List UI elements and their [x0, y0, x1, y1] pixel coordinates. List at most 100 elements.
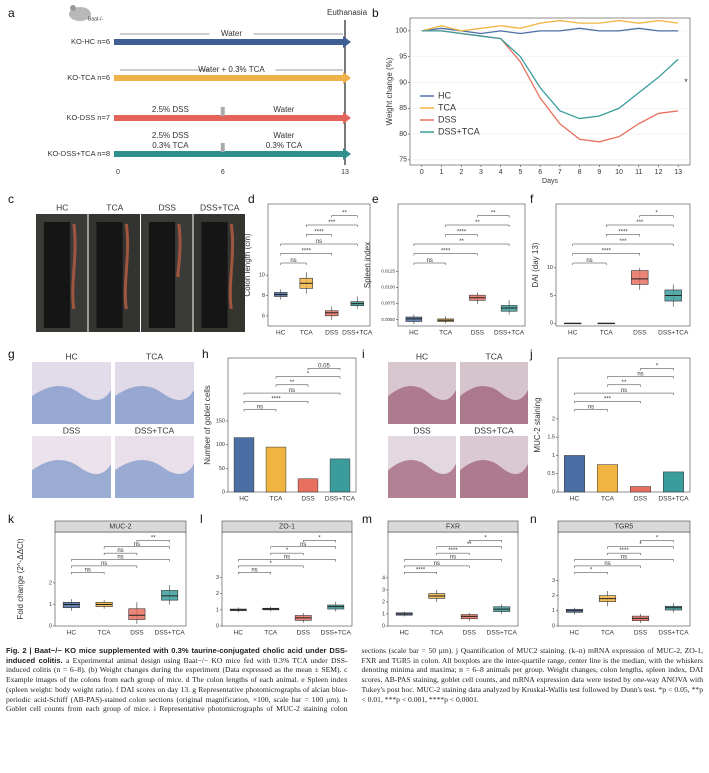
- x-tick-label: DSS: [325, 330, 339, 337]
- significance: ns: [621, 388, 627, 394]
- bar: [663, 471, 684, 493]
- y-tick-label: 50: [219, 466, 225, 472]
- x-tick-label: DSS+TCA: [658, 496, 689, 503]
- bracket: [639, 215, 674, 218]
- bracket: [574, 409, 608, 412]
- x-tick-label: HC: [239, 496, 249, 503]
- mouse-ear: [70, 5, 76, 11]
- ruler: [148, 222, 176, 328]
- bracket: [574, 565, 641, 568]
- y-tick-label: 10: [259, 273, 265, 279]
- bracket: [303, 540, 336, 543]
- significance: ns: [450, 555, 456, 561]
- x-axis-label: Days: [542, 178, 558, 185]
- tissue: [460, 385, 528, 424]
- significance: **: [290, 380, 295, 386]
- significance: *: [270, 561, 273, 567]
- caption: Fig. 2 | Baat−/− KO mice supplemented wi…: [6, 646, 703, 771]
- panel-label: i: [362, 347, 365, 361]
- plot-frame: [409, 17, 691, 166]
- significance: *: [286, 548, 289, 554]
- arrow-head: [343, 148, 351, 160]
- x-tick-label: 12: [655, 169, 663, 176]
- y-tick-label: 4: [382, 575, 385, 581]
- switch-mark: [220, 107, 225, 116]
- strip: [54, 520, 187, 533]
- x-tick-label: DSS: [471, 330, 485, 337]
- photo-label: DSS+TCA: [135, 425, 175, 435]
- x-tick-label: HC: [570, 496, 580, 503]
- panel-label: n: [530, 512, 537, 526]
- box: [62, 602, 80, 608]
- bracket: [275, 376, 341, 379]
- photo-label: DSS+TCA: [200, 202, 240, 212]
- significance: *: [655, 211, 658, 217]
- x-tick-label: DSS+TCA: [325, 496, 356, 503]
- photo-label: DSS: [413, 425, 431, 435]
- significance: ns: [117, 548, 123, 554]
- significance: ns: [604, 561, 610, 567]
- significance: **: [342, 211, 347, 217]
- strip-title: MUC-2: [109, 523, 131, 530]
- bracket: [243, 409, 277, 412]
- y-axis-label: MUC-2 staining: [533, 397, 542, 452]
- bracket: [404, 565, 470, 568]
- significance: **: [475, 220, 480, 226]
- y-tick-label: 0: [552, 623, 555, 629]
- significance: *: [656, 363, 659, 369]
- bracket: [238, 559, 336, 562]
- photo-label: TCA: [146, 351, 163, 361]
- x-tick-label: HC: [400, 630, 410, 637]
- significance: ns: [427, 258, 433, 264]
- bracket: [574, 401, 641, 404]
- tissue: [388, 459, 456, 498]
- bracket: [307, 368, 341, 371]
- tissue: [115, 385, 194, 424]
- x-tick-label: 6: [538, 169, 542, 176]
- x-tick-label: 9: [597, 169, 601, 176]
- significance: ns: [290, 258, 296, 264]
- arrow-head: [343, 112, 351, 124]
- y-tick-label: 75: [399, 157, 407, 164]
- y-tick-label: 6: [262, 313, 265, 319]
- bracket: [574, 572, 608, 575]
- group-bar: [114, 115, 345, 121]
- y-tick-label: 80: [399, 131, 407, 138]
- bar: [233, 437, 255, 493]
- bracket: [640, 540, 674, 543]
- bracket: [331, 215, 358, 218]
- x-tick-label: HC: [568, 330, 578, 337]
- x-tick-label: 0: [420, 169, 424, 176]
- x-tick-label: HC: [409, 330, 419, 337]
- panel-label: g: [8, 347, 15, 361]
- panel-label: k: [8, 512, 15, 526]
- bar: [265, 446, 287, 493]
- segment-label: Water: [221, 29, 242, 38]
- panel-label: f: [530, 192, 534, 206]
- caption-body: a Experimental animal design using Baat−…: [6, 646, 703, 714]
- bracket: [306, 224, 358, 227]
- series-line: [421, 19, 679, 32]
- significance: ****: [416, 567, 426, 573]
- box: [128, 608, 146, 620]
- legend-label: DSS: [438, 114, 457, 124]
- significance: ****: [448, 548, 458, 554]
- x-tick-label: TCA: [430, 630, 444, 637]
- significance: ns: [588, 405, 594, 411]
- bracket: [436, 552, 470, 556]
- x-tick-label: DSS+TCA: [155, 630, 186, 637]
- bracket: [477, 215, 510, 218]
- bracket: [606, 234, 640, 237]
- bracket: [71, 565, 138, 568]
- panel-label: b: [372, 6, 379, 20]
- timeline-tick: 13: [341, 169, 349, 176]
- significance: *: [656, 535, 659, 541]
- bracket: [404, 559, 502, 562]
- segment-label: Water + 0.3% TCA: [198, 65, 265, 74]
- x-tick-label: TCA: [300, 330, 314, 337]
- end-label: Euthanasia: [327, 8, 368, 17]
- ruler: [201, 222, 228, 328]
- segment-label: 2.5% DSS: [152, 105, 189, 114]
- bracket: [574, 392, 674, 396]
